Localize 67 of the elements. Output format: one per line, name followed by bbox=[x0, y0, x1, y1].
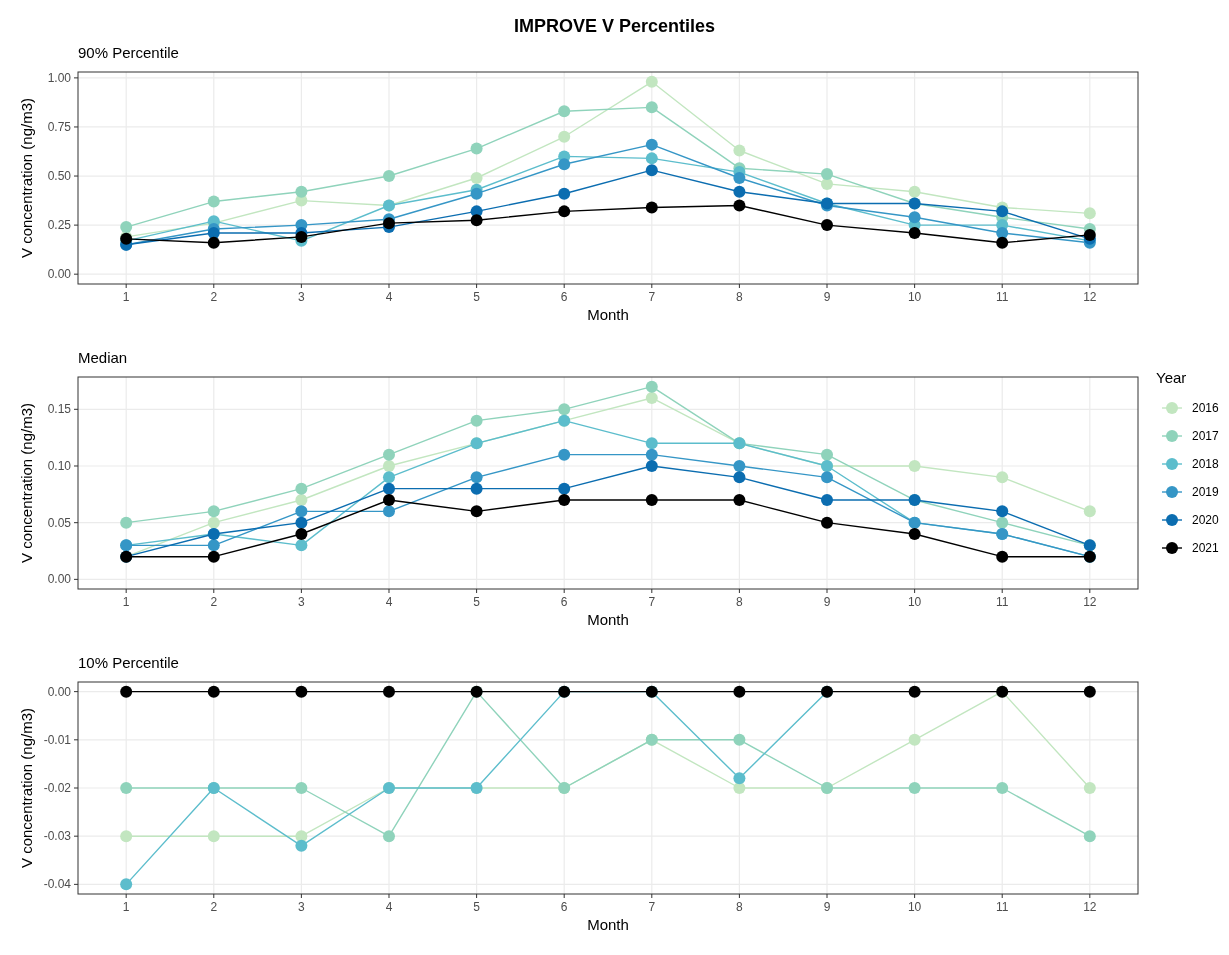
x-axis-title: Month bbox=[587, 916, 629, 933]
x-tick-label: 11 bbox=[995, 900, 1009, 914]
legend-label: 2020 bbox=[1192, 513, 1220, 527]
y-tick-label: 0.50 bbox=[47, 169, 72, 184]
y-tick-label: -0.01 bbox=[43, 732, 72, 747]
legend-label: 2016 bbox=[1192, 401, 1220, 415]
chart-subtitle: 90% Percentile bbox=[78, 44, 179, 61]
x-tick-label: 10 bbox=[907, 290, 922, 304]
x-tick-label: 6 bbox=[560, 900, 568, 914]
x-tick-label: 9 bbox=[823, 595, 831, 609]
y-axis-title: V concentration (ng/m3) bbox=[18, 402, 35, 564]
x-tick-label: 11 bbox=[995, 595, 1009, 609]
x-tick-label: 10 bbox=[907, 900, 922, 914]
x-tick-label: 8 bbox=[736, 290, 744, 304]
y-tick-label: 0.00 bbox=[47, 267, 72, 282]
legend-title: Year bbox=[1156, 369, 1187, 386]
x-tick-label: 12 bbox=[1083, 290, 1097, 304]
legend-label: 2017 bbox=[1192, 429, 1220, 443]
x-tick-label: 9 bbox=[823, 290, 831, 304]
x-tick-label: 6 bbox=[560, 290, 568, 304]
x-tick-label: 12 bbox=[1083, 900, 1097, 914]
y-axis-title: V concentration (ng/m3) bbox=[18, 97, 35, 259]
chart-subtitle: Median bbox=[78, 349, 128, 366]
x-tick-label: 4 bbox=[385, 900, 393, 914]
y-tick-label: 1.00 bbox=[47, 70, 72, 85]
x-tick-label: 1 bbox=[122, 900, 130, 914]
y-tick-label: 0.25 bbox=[47, 218, 72, 233]
x-tick-label: 3 bbox=[298, 900, 306, 914]
x-tick-label: 12 bbox=[1083, 595, 1097, 609]
x-tick-label: 7 bbox=[648, 290, 656, 304]
x-tick-label: 8 bbox=[736, 900, 744, 914]
x-tick-label: 3 bbox=[298, 595, 306, 609]
x-tick-label: 4 bbox=[385, 290, 393, 304]
y-tick-label: 0.75 bbox=[47, 119, 72, 134]
x-tick-label: 7 bbox=[648, 595, 656, 609]
x-tick-label: 10 bbox=[907, 595, 922, 609]
y-axis-title: V concentration (ng/m3) bbox=[18, 707, 35, 869]
x-tick-label: 5 bbox=[473, 595, 481, 609]
x-tick-label: 2 bbox=[210, 595, 218, 609]
x-tick-label: 2 bbox=[210, 900, 218, 914]
x-tick-label: 1 bbox=[122, 290, 130, 304]
chart-subtitle: 10% Percentile bbox=[78, 654, 179, 671]
x-tick-label: 5 bbox=[473, 900, 481, 914]
x-tick-label: 1 bbox=[122, 595, 130, 609]
y-tick-label: 0.15 bbox=[47, 402, 72, 417]
y-tick-label: -0.03 bbox=[43, 829, 72, 844]
y-tick-label: -0.02 bbox=[43, 781, 72, 795]
x-tick-label: 2 bbox=[210, 290, 218, 304]
x-tick-label: 3 bbox=[298, 290, 306, 304]
y-tick-label: 0.10 bbox=[47, 458, 72, 473]
x-tick-label: 6 bbox=[560, 595, 568, 609]
x-axis-title: Month bbox=[587, 306, 629, 323]
x-tick-label: 11 bbox=[995, 290, 1009, 304]
legend-label: 2018 bbox=[1192, 457, 1220, 471]
x-tick-label: 8 bbox=[736, 595, 744, 609]
x-axis-title: Month bbox=[587, 611, 629, 628]
chart-title: IMPROVE V Percentiles bbox=[513, 16, 716, 36]
x-tick-label: 5 bbox=[473, 290, 481, 304]
y-tick-label: 0.00 bbox=[47, 684, 72, 699]
x-tick-label: 9 bbox=[823, 900, 831, 914]
x-tick-label: 7 bbox=[648, 900, 656, 914]
y-tick-label: 0.05 bbox=[47, 515, 72, 530]
y-tick-label: -0.04 bbox=[43, 877, 72, 892]
legend-label: 2021 bbox=[1192, 541, 1220, 555]
y-tick-label: 0.00 bbox=[47, 572, 72, 587]
x-tick-label: 4 bbox=[385, 595, 393, 609]
legend-label: 2019 bbox=[1192, 485, 1220, 499]
